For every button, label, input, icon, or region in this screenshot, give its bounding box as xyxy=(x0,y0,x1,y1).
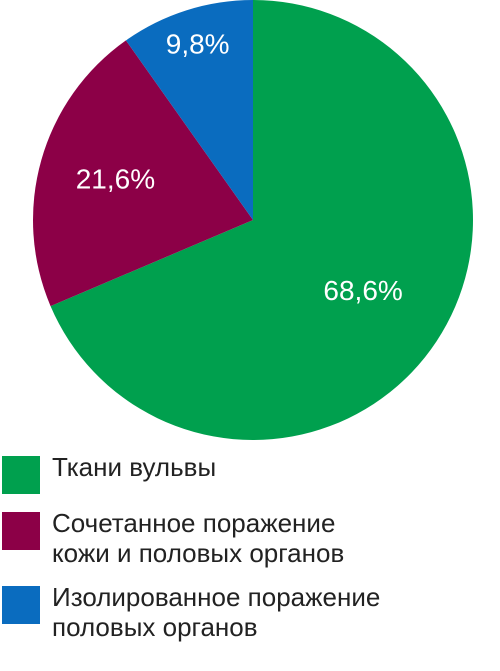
legend-item: Сочетанное поражение кожи и половых орга… xyxy=(0,508,500,568)
data-label: 9,8% xyxy=(166,28,230,59)
legend-item: Изолированное поражение половых органов xyxy=(0,582,500,642)
legend-label: Ткани вульвы xyxy=(52,452,217,482)
legend-label: Сочетанное поражение кожи и половых орга… xyxy=(52,508,345,568)
legend-swatch xyxy=(2,586,40,624)
pie-slice xyxy=(32,40,253,307)
pie-slice xyxy=(125,0,253,220)
legend-item: Ткани вульвы xyxy=(0,452,500,494)
data-label: 68,6% xyxy=(323,275,402,306)
legend-swatch xyxy=(2,512,40,550)
data-label: 21,6% xyxy=(76,163,155,194)
pie-slice xyxy=(50,0,473,440)
legend: Ткани вульвы Сочетанное поражение кожи и … xyxy=(0,452,500,656)
legend-swatch xyxy=(2,456,40,494)
chart: 68,6% 21,6% 9,8% xyxy=(32,0,473,440)
legend-label: Изолированное поражение половых органов xyxy=(52,582,381,642)
